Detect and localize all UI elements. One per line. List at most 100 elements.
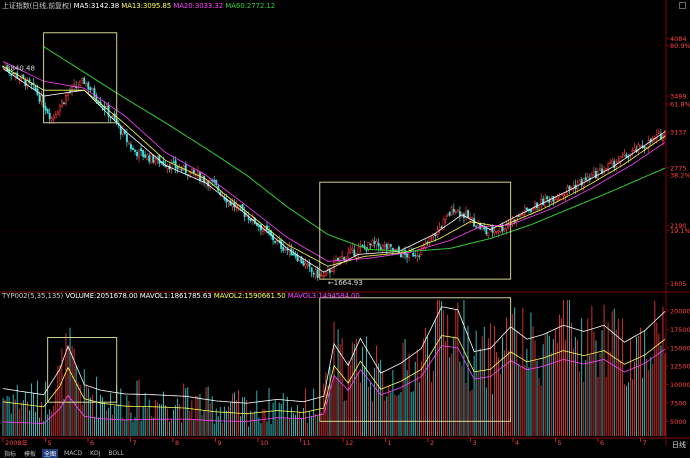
period-label[interactable]: 日线 bbox=[672, 441, 686, 449]
candle-body bbox=[331, 270, 333, 272]
candle-body bbox=[383, 245, 386, 247]
candle-body bbox=[442, 219, 445, 230]
tab-template[interactable]: 模板 bbox=[24, 450, 37, 458]
candle-body bbox=[125, 134, 128, 143]
volume-label: VOLUME:2051678.00 bbox=[65, 292, 138, 300]
candle-body bbox=[85, 83, 88, 87]
candle-body bbox=[129, 144, 132, 150]
price-axis-label: 2190 bbox=[670, 222, 687, 230]
time-axis-label: 10 bbox=[260, 439, 268, 447]
tab-indicator[interactable]: 指标 bbox=[4, 450, 17, 458]
candle-body bbox=[46, 108, 49, 114]
mavol-line-1 bbox=[2, 306, 666, 404]
time-axis-label: 9 bbox=[218, 439, 222, 447]
candle-body bbox=[134, 149, 136, 152]
candle-body bbox=[154, 160, 157, 164]
candle-body bbox=[475, 226, 478, 228]
candle-body bbox=[373, 241, 376, 244]
candle-body bbox=[448, 212, 451, 216]
candle-body bbox=[611, 159, 614, 164]
candle-body bbox=[10, 74, 13, 76]
candle-body bbox=[300, 256, 303, 264]
candle-body bbox=[440, 226, 443, 228]
time-axis-label: 4 bbox=[515, 439, 519, 447]
time-axis-label: 5 bbox=[48, 439, 52, 447]
candle-body bbox=[40, 95, 43, 102]
volume-axis-label: 20000 bbox=[670, 308, 690, 316]
candle-body bbox=[367, 242, 370, 250]
tab-macd[interactable]: MACD bbox=[64, 449, 83, 457]
candle-body bbox=[387, 244, 390, 249]
candle-body bbox=[515, 215, 518, 222]
candle-body bbox=[381, 244, 384, 250]
time-axis-label: 11 bbox=[303, 439, 311, 447]
candle-body bbox=[294, 254, 297, 257]
candle-body bbox=[465, 211, 467, 217]
candle-body bbox=[290, 248, 293, 256]
candle-body bbox=[56, 111, 59, 115]
candle-body bbox=[414, 254, 417, 257]
highlight-boxes bbox=[43, 32, 512, 422]
tab-kdj[interactable]: KDJ bbox=[90, 449, 101, 457]
candle-body bbox=[450, 207, 453, 216]
candle-body bbox=[497, 230, 500, 233]
candle-body bbox=[418, 255, 421, 257]
candle-body bbox=[375, 241, 378, 246]
candle-body bbox=[578, 180, 581, 184]
candle-body bbox=[623, 153, 626, 156]
volume-axis-label: 5000 bbox=[670, 418, 687, 426]
candle-body bbox=[26, 79, 29, 87]
window-restore-icon[interactable] bbox=[679, 2, 686, 9]
candle-body bbox=[351, 247, 354, 251]
highlight-box-4 bbox=[319, 297, 512, 422]
candle-body bbox=[406, 253, 409, 258]
candle-body bbox=[60, 100, 63, 108]
candle-body bbox=[590, 174, 593, 179]
volume-indicator-header: TYP002(5,35,135) VOLUME:2051678.00 MAVOL… bbox=[2, 292, 360, 300]
candle-body bbox=[599, 168, 601, 172]
time-axis-label: 1 bbox=[388, 439, 392, 447]
candle-body bbox=[150, 153, 153, 164]
volume-bars bbox=[2, 300, 666, 436]
candle-body bbox=[87, 82, 90, 90]
candle-body bbox=[558, 196, 561, 200]
candle-body bbox=[121, 129, 124, 135]
candle-body bbox=[58, 105, 61, 112]
candle-body bbox=[12, 72, 15, 74]
time-axis-label: 8 bbox=[175, 439, 179, 447]
candle-body bbox=[592, 171, 595, 176]
time-axis-label: 5 bbox=[558, 439, 562, 447]
candle-body bbox=[188, 170, 191, 178]
candle-body bbox=[62, 102, 65, 104]
candle-body bbox=[503, 228, 506, 231]
candle-body bbox=[371, 240, 374, 246]
candle-body bbox=[398, 246, 400, 253]
candle-body bbox=[79, 80, 82, 87]
candle-body bbox=[568, 185, 571, 189]
price-title: 上证指数(日线,前复权) bbox=[2, 2, 72, 10]
candle-body bbox=[180, 169, 183, 171]
candle-body bbox=[111, 115, 114, 117]
candle-body bbox=[146, 154, 149, 160]
volume-axis-label: 12500 bbox=[670, 363, 690, 371]
candle-body bbox=[393, 248, 396, 251]
candle-body bbox=[71, 86, 74, 93]
candle-body bbox=[434, 234, 437, 236]
mavol1-label: MAVOL1:1861785.63 bbox=[139, 292, 212, 300]
candle-body bbox=[328, 269, 331, 273]
candle-body bbox=[471, 217, 474, 219]
candle-body bbox=[349, 249, 352, 253]
candle-body bbox=[609, 162, 612, 164]
candle-body bbox=[298, 257, 301, 261]
time-axis-label: 2 bbox=[430, 439, 434, 447]
candle-body bbox=[52, 115, 55, 120]
candle-body bbox=[444, 215, 447, 220]
candle-body bbox=[67, 92, 69, 96]
candle-body bbox=[594, 170, 597, 179]
tab-boll[interactable]: BOLL bbox=[108, 449, 124, 457]
candle-body bbox=[257, 225, 260, 227]
tab-full-chart[interactable]: 全图 bbox=[42, 448, 59, 458]
candle-body bbox=[172, 161, 175, 163]
volume-axis-label: 10000 bbox=[670, 381, 690, 389]
